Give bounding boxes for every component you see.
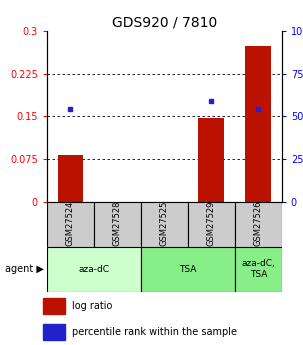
Bar [235,202,282,247]
Bar [141,202,188,247]
Text: GSM27524: GSM27524 [66,201,75,246]
Bar [188,202,235,247]
Bar [94,202,141,247]
Bar [245,46,271,202]
Text: percentile rank within the sample: percentile rank within the sample [72,327,237,337]
Bar [235,247,282,292]
Text: GSM27525: GSM27525 [160,201,169,246]
Text: aza-dC,
TSA: aza-dC, TSA [241,259,275,279]
Text: GSM27526: GSM27526 [254,200,263,246]
Text: GSM27528: GSM27528 [113,200,122,246]
Bar [58,155,83,202]
Text: GSM27529: GSM27529 [207,201,216,246]
Text: agent ▶: agent ▶ [5,264,44,274]
Bar [47,247,141,292]
Text: TSA: TSA [179,265,197,274]
Text: aza-dC: aza-dC [78,265,109,274]
Bar [43,298,65,314]
Bar [198,118,224,202]
Title: GDS920 / 7810: GDS920 / 7810 [112,16,217,30]
Bar [47,202,94,247]
Text: log ratio: log ratio [72,301,113,311]
Bar [43,324,65,339]
Bar [141,247,235,292]
